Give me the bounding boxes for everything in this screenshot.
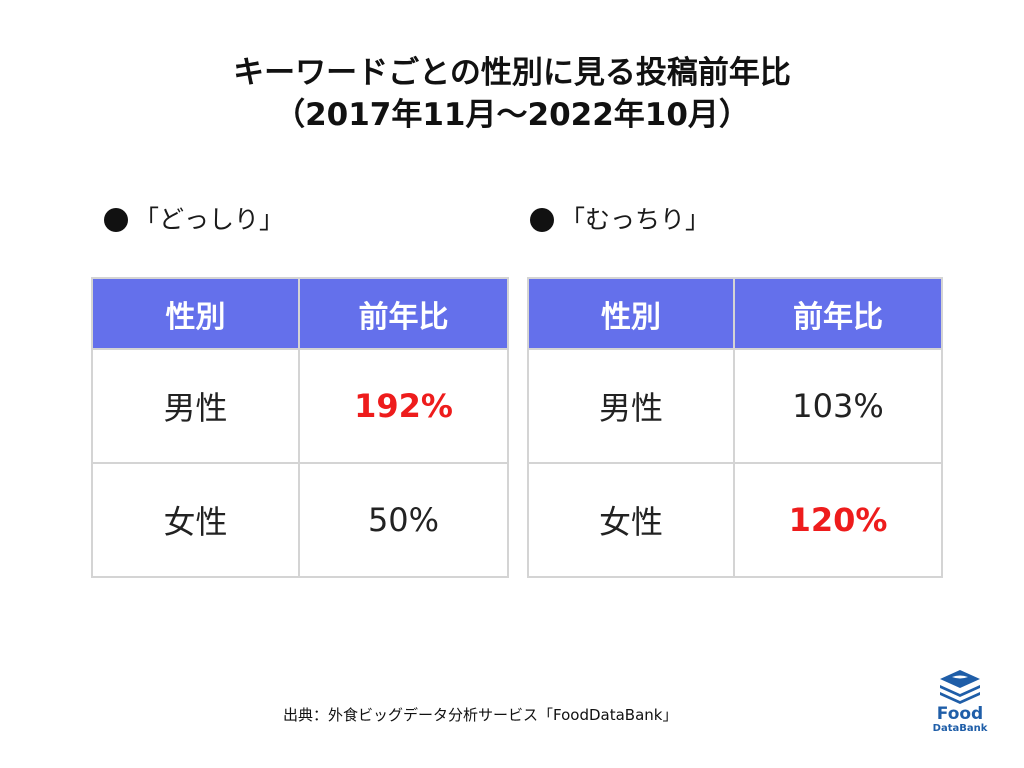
fooddatabank-logo: Food DataBank [924,668,996,735]
header-yoy: 前年比 [298,277,509,350]
section-label-dosshiri: 「どっしり」 [104,202,284,238]
table-header-row: 性別 前年比 [527,277,943,350]
cell-yoy-value: 103% [733,348,943,464]
table-row: 女性 120% [527,462,943,578]
table-header-row: 性別 前年比 [91,277,509,350]
cell-yoy-value: 192% [298,348,509,464]
table-row: 男性 192% [91,348,509,464]
header-gender: 性別 [91,277,300,350]
cell-yoy-value: 120% [733,462,943,578]
cell-gender: 男性 [527,348,735,464]
bullet-icon [104,208,128,232]
header-yoy: 前年比 [733,277,943,350]
cell-gender: 女性 [527,462,735,578]
title-line-1: キーワードごとの性別に見る投稿前年比 [233,55,791,91]
cell-gender: 女性 [91,462,300,578]
cell-yoy-value: 50% [298,462,509,578]
stacked-layers-icon [940,670,980,704]
source-caption: 出典：外食ビッグデータ分析サービス「FoodDataBank」 [283,706,678,724]
section-label-text: 「どっしり」 [134,205,285,234]
table-row: 男性 103% [527,348,943,464]
page-title: キーワードごとの性別に見る投稿前年比 （2017年11月〜2022年10月） [0,52,1024,136]
logo-text-databank: DataBank [932,723,988,734]
header-gender: 性別 [527,277,735,350]
title-line-2: （2017年11月〜2022年10月） [274,97,750,133]
section-label-mucchiri: 「むっちり」 [530,202,710,238]
table-row: 女性 50% [91,462,509,578]
section-label-text: 「むっちり」 [560,205,711,234]
yoy-table-dosshiri: 性別 前年比 男性 192% 女性 50% [91,277,509,578]
yoy-table-mucchiri: 性別 前年比 男性 103% 女性 120% [527,277,943,578]
cell-gender: 男性 [91,348,300,464]
bullet-icon [530,208,554,232]
logo-text-food: Food [936,704,984,724]
